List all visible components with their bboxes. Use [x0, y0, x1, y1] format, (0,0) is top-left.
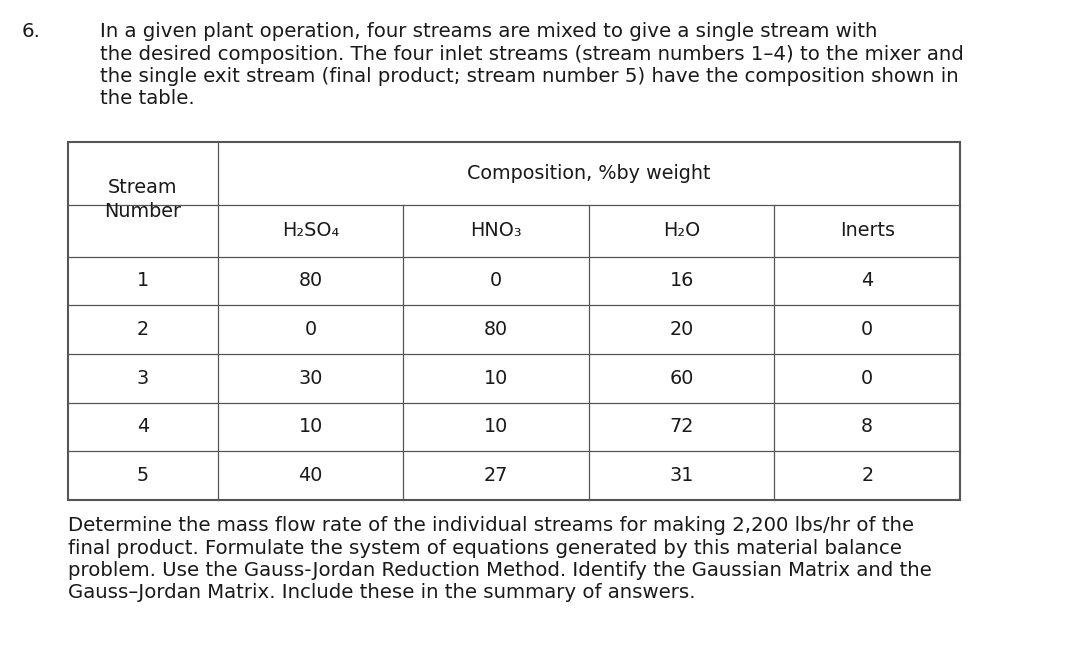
Text: 10: 10 — [484, 369, 509, 388]
Text: 5: 5 — [137, 466, 149, 485]
Text: HNO₃: HNO₃ — [471, 221, 522, 240]
Bar — [68, 142, 960, 500]
Text: 4: 4 — [861, 272, 874, 290]
Text: 40: 40 — [298, 466, 323, 485]
Text: the table.: the table. — [100, 89, 194, 108]
Text: 80: 80 — [298, 272, 323, 290]
Text: 4: 4 — [137, 417, 149, 437]
Text: 30: 30 — [298, 369, 323, 388]
Text: 2: 2 — [861, 466, 874, 485]
Text: 10: 10 — [298, 417, 323, 437]
Text: problem. Use the Gauss-Jordan Reduction Method. Identify the Gaussian Matrix and: problem. Use the Gauss-Jordan Reduction … — [68, 561, 932, 580]
Text: In a given plant operation, four streams are mixed to give a single stream with: In a given plant operation, four streams… — [100, 22, 877, 41]
Text: 80: 80 — [484, 320, 509, 339]
Text: 0: 0 — [861, 369, 874, 388]
Text: 0: 0 — [305, 320, 316, 339]
Text: Gauss–Jordan Matrix. Include these in the summary of answers.: Gauss–Jordan Matrix. Include these in th… — [68, 583, 696, 603]
Text: 2: 2 — [137, 320, 149, 339]
Text: 72: 72 — [670, 417, 693, 437]
Text: 27: 27 — [484, 466, 509, 485]
Text: 8: 8 — [861, 417, 874, 437]
Text: 31: 31 — [670, 466, 693, 485]
Text: 10: 10 — [484, 417, 509, 437]
Text: H₂SO₄: H₂SO₄ — [282, 221, 339, 240]
Text: Inerts: Inerts — [840, 221, 894, 240]
Text: 3: 3 — [137, 369, 149, 388]
Text: Composition, %by weight: Composition, %by weight — [468, 164, 711, 183]
Text: Determine the mass flow rate of the individual streams for making 2,200 lbs/hr o: Determine the mass flow rate of the indi… — [68, 516, 914, 535]
Text: H₂O: H₂O — [663, 221, 700, 240]
Text: 16: 16 — [670, 272, 693, 290]
Text: 20: 20 — [670, 320, 693, 339]
Text: 0: 0 — [490, 272, 502, 290]
Text: 60: 60 — [670, 369, 693, 388]
Text: final product. Formulate the system of equations generated by this material bala: final product. Formulate the system of e… — [68, 538, 902, 557]
Text: the desired composition. The four inlet streams (stream numbers 1–4) to the mixe: the desired composition. The four inlet … — [100, 45, 963, 64]
Text: 0: 0 — [861, 320, 874, 339]
Text: the single exit stream (final product; stream number 5) have the composition sho: the single exit stream (final product; s… — [100, 67, 959, 86]
Text: Stream
Number: Stream Number — [105, 178, 181, 221]
Text: 1: 1 — [137, 272, 149, 290]
Text: 6.: 6. — [22, 22, 41, 41]
